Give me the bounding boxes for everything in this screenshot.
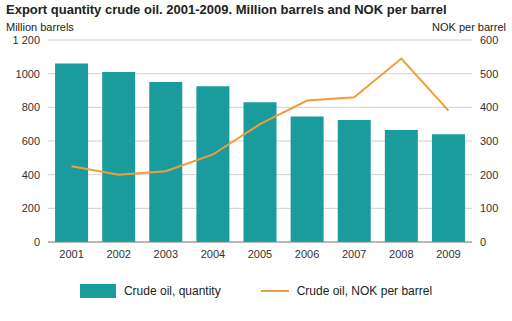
html-text:Crude oil, NOK per barrel: Crude oil, NOK per barrel xyxy=(296,284,433,298)
svg-text:2004: 2004 xyxy=(201,248,225,260)
svg-text:500: 500 xyxy=(480,68,498,80)
svg-text:100: 100 xyxy=(480,202,498,214)
svg-text:2005: 2005 xyxy=(248,248,272,260)
svg-text:2008: 2008 xyxy=(389,248,413,260)
svg-text:200: 200 xyxy=(22,202,40,214)
svg-text:2001: 2001 xyxy=(59,248,83,260)
svg-text:2003: 2003 xyxy=(154,248,178,260)
html-text:Export quantity crude oil. 200: Export quantity crude oil. 2001-2009. Mi… xyxy=(6,2,447,17)
svg-text:600: 600 xyxy=(480,34,498,46)
svg-text:0: 0 xyxy=(480,236,486,248)
svg-text:1000: 1000 xyxy=(16,68,40,80)
svg-text:400: 400 xyxy=(22,169,40,181)
html-text:NOK per barrel: NOK per barrel xyxy=(432,21,506,33)
svg-text:2007: 2007 xyxy=(342,248,366,260)
svg-text:400: 400 xyxy=(480,101,498,113)
svg-text:0: 0 xyxy=(34,236,40,248)
svg-text:200: 200 xyxy=(480,169,498,181)
svg-text:2009: 2009 xyxy=(436,248,460,260)
html-text:Crude oil, quantity: Crude oil, quantity xyxy=(123,284,221,298)
svg-text:600: 600 xyxy=(22,135,40,147)
svg-text:1 200: 1 200 xyxy=(12,34,40,46)
svg-text:2002: 2002 xyxy=(106,248,130,260)
html-text:Million barrels: Million barrels xyxy=(6,21,74,33)
svg-text:300: 300 xyxy=(480,135,498,147)
svg-text:2006: 2006 xyxy=(295,248,319,260)
svg-text:800: 800 xyxy=(22,101,40,113)
